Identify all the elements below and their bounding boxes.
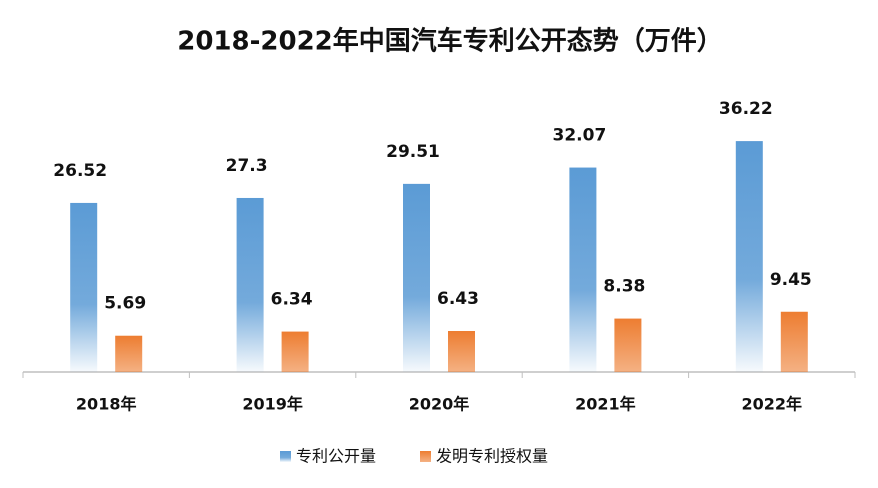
chart-title: 2018-2022年中国汽车专利公开态势（万件） — [177, 26, 723, 57]
value-label: 9.45 — [770, 270, 812, 290]
bar — [237, 198, 264, 372]
bar — [781, 312, 808, 372]
bar — [115, 336, 142, 372]
x-tick-label: 2021年 — [575, 395, 636, 414]
x-tick-label: 2022年 — [742, 395, 803, 414]
bar — [569, 168, 596, 372]
bar — [403, 184, 430, 372]
legend-label: 专利公开量 — [296, 447, 376, 466]
legend-swatch — [280, 451, 291, 462]
value-label: 6.34 — [271, 290, 313, 310]
x-tick-label: 2020年 — [409, 395, 470, 414]
value-label: 32.07 — [553, 126, 607, 146]
value-label: 29.51 — [386, 142, 440, 162]
value-label: 36.22 — [719, 99, 773, 119]
value-label: 5.69 — [104, 294, 146, 314]
bar — [70, 203, 97, 372]
x-tick-label: 2018年 — [76, 395, 137, 414]
value-label: 27.3 — [226, 156, 268, 176]
value-label: 6.43 — [437, 289, 479, 309]
bar — [736, 141, 763, 372]
bar — [614, 319, 641, 372]
legend-label: 发明专利授权量 — [436, 447, 548, 466]
x-tick-label: 2019年 — [242, 395, 303, 414]
bar — [282, 332, 309, 372]
value-label: 8.38 — [603, 277, 645, 297]
legend-swatch — [420, 451, 431, 462]
value-label: 26.52 — [53, 161, 107, 181]
bar — [448, 331, 475, 372]
